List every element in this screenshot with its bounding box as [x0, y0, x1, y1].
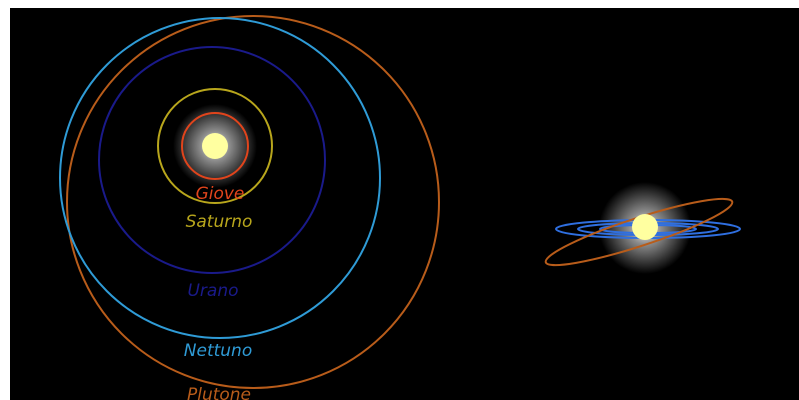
pluto-orbit-side: [544, 197, 734, 267]
side-view: [544, 182, 741, 274]
uranus-orbit: [98, 46, 326, 274]
jupiter-label: Giove: [196, 184, 245, 204]
saturn-orbit: [157, 88, 273, 204]
neptune-orbit: [59, 17, 381, 339]
uranus-label: Urano: [187, 281, 238, 301]
saturn-label: Saturno: [186, 212, 253, 232]
top-view: Giove Saturno Urano Nettuno Plutone: [59, 15, 440, 400]
sun-icon: [202, 133, 228, 159]
pluto-label: Plutone: [187, 385, 251, 400]
neptune-label: Nettuno: [184, 341, 252, 361]
jupiter-orbit: [181, 112, 249, 180]
side-sun-icon: [632, 214, 658, 240]
pluto-orbit: [66, 15, 440, 389]
